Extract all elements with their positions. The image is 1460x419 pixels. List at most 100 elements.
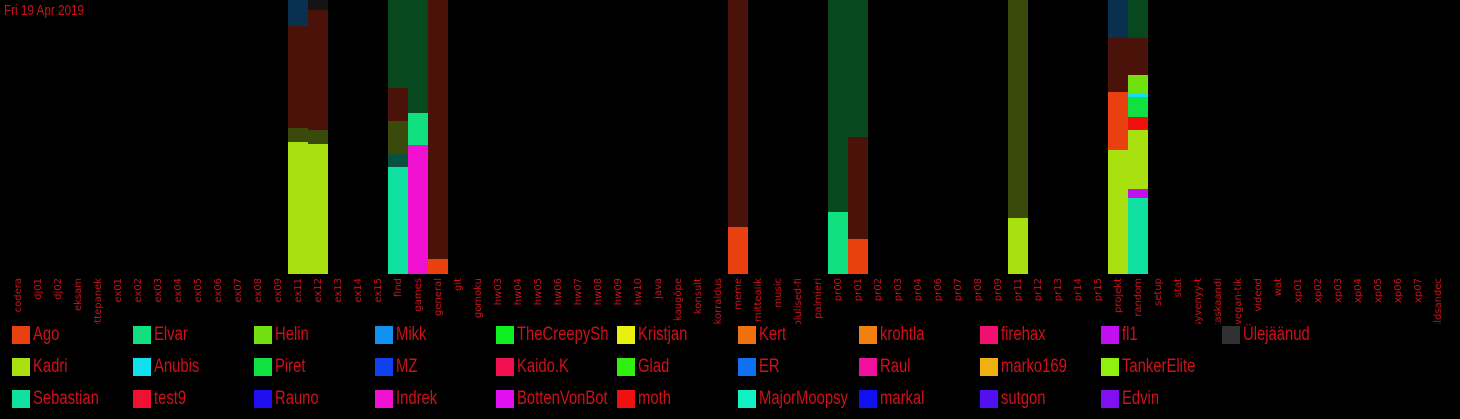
category-tick-label: syvenyy-t [1193, 278, 1204, 324]
category-tick-label: ex06 [213, 278, 224, 303]
category-tick-label: pr03 [893, 278, 904, 301]
legend-swatch [254, 326, 272, 344]
bar-segment [388, 88, 408, 121]
category-tick-label: ex01 [113, 278, 124, 303]
legend-swatch [496, 390, 514, 408]
category-tick-label: setup [1153, 278, 1164, 306]
bar-segment [848, 239, 868, 274]
category-tick-label: random [1133, 278, 1144, 317]
category-tick-label: hw06 [553, 278, 564, 305]
category-tick-label: ettepanek [93, 278, 104, 324]
legend-label: sutgon [1001, 388, 1046, 409]
legend-item: fl1 [1101, 324, 1240, 346]
date-label: Fri 19 Apr 2019 [4, 2, 84, 19]
legend-swatch [859, 390, 877, 408]
category-tick-label: pr04 [913, 278, 924, 301]
category-tick-label: hw10 [633, 278, 644, 305]
legend-item: Kristjan [617, 324, 756, 346]
legend-label: Anubis [154, 356, 200, 377]
legend-swatch [133, 358, 151, 376]
category-tick-label: pr09 [993, 278, 1004, 301]
category-tick-label: ex14 [353, 278, 364, 303]
legend-label: Indrek [396, 388, 438, 409]
legend-swatch [12, 358, 30, 376]
legend-item: Piret [254, 356, 393, 378]
bar-segment [1108, 92, 1128, 150]
category-tick-label: ex09 [273, 278, 284, 303]
category-tick-label: pr02 [873, 278, 884, 301]
legend-swatch [1101, 390, 1119, 408]
legend-item: TankerElite [1101, 356, 1240, 378]
legend: Ago Elvar Helin Mikk TheCreepySh Kristjan Kert… [12, 324, 1452, 419]
category-tick-label: konsult [693, 278, 704, 314]
legend-item: ER [738, 356, 877, 378]
legend-item: marko169 [980, 356, 1119, 378]
legend-item: sutgon [980, 388, 1119, 410]
legend-item: Kaido.K [496, 356, 635, 378]
category-tick-label: pr06 [933, 278, 944, 301]
bar-segment [308, 144, 328, 274]
legend-swatch [496, 358, 514, 376]
bar-segment [1128, 97, 1148, 117]
bar-segment [848, 137, 868, 239]
legend-label: markal [880, 388, 925, 409]
category-tick-label: korraldus [713, 278, 724, 324]
category-tick-label: kaugõpe [673, 278, 684, 321]
legend-item: Indrek [375, 388, 514, 410]
legend-label: Helin [275, 324, 309, 345]
legend-item: Kadri [12, 356, 151, 378]
category-tick-label: ex13 [333, 278, 344, 303]
legend-swatch [617, 326, 635, 344]
bar-segment [428, 259, 448, 274]
category-tick-label: pr00 [833, 278, 844, 301]
legend-swatch [1101, 358, 1119, 376]
legend-swatch [1222, 326, 1240, 344]
legend-label: TheCreepySh [517, 324, 609, 345]
category-tick-label: ex15 [373, 278, 384, 303]
bar-segment [848, 0, 868, 137]
category-tick-label: pr07 [953, 278, 964, 301]
legend-item: BottenVonBot [496, 388, 635, 410]
category-tick-label: mitteaiik [753, 278, 764, 322]
legend-item: moth [617, 388, 756, 410]
category-tick-label: xp01 [1293, 278, 1304, 303]
category-tick-label: videod [1253, 278, 1264, 312]
legend-item: MajorMoopsy [738, 388, 877, 410]
legend-item: Kert [738, 324, 877, 346]
category-tick-label: codera [13, 278, 24, 312]
category-tick-label: dj02 [53, 278, 64, 300]
legend-swatch [980, 358, 998, 376]
legend-item: Rauno [254, 388, 393, 410]
legend-label: marko169 [1001, 356, 1067, 377]
legend-swatch [738, 326, 756, 344]
legend-item: Ülejäänud [1222, 324, 1361, 346]
bar-segment [1128, 130, 1148, 189]
category-tick-label: stat [1173, 278, 1184, 297]
category-tick-label: xp03 [1333, 278, 1344, 303]
legend-item: test9 [133, 388, 272, 410]
bar-segment [308, 10, 328, 130]
legend-item: Ago [12, 324, 151, 346]
legend-label: test9 [154, 388, 187, 409]
category-tick-label: taskaandi [1213, 278, 1224, 324]
category-tick-label: hw03 [493, 278, 504, 305]
category-tick-label: hw04 [513, 278, 524, 305]
legend-label: moth [638, 388, 671, 409]
category-tick-label: üldsandec [1433, 278, 1444, 324]
legend-swatch [133, 326, 151, 344]
bar-segment [1008, 0, 1028, 218]
category-tick-label: pr01 [853, 278, 864, 301]
category-tick-label: pr12 [1033, 278, 1044, 301]
category-tick-label: games [413, 278, 424, 312]
legend-label: MajorMoopsy [759, 388, 848, 409]
legend-label: Ülejäänud [1243, 324, 1310, 345]
legend-label: Mikk [396, 324, 427, 345]
category-tick-label: ex03 [153, 278, 164, 303]
legend-label: Raul [880, 356, 911, 377]
legend-label: Kert [759, 324, 787, 345]
bar-segment [388, 167, 408, 274]
legend-swatch [859, 326, 877, 344]
bar-segment [388, 0, 408, 88]
category-tick-label: git [453, 278, 464, 291]
bar-segment [308, 130, 328, 144]
